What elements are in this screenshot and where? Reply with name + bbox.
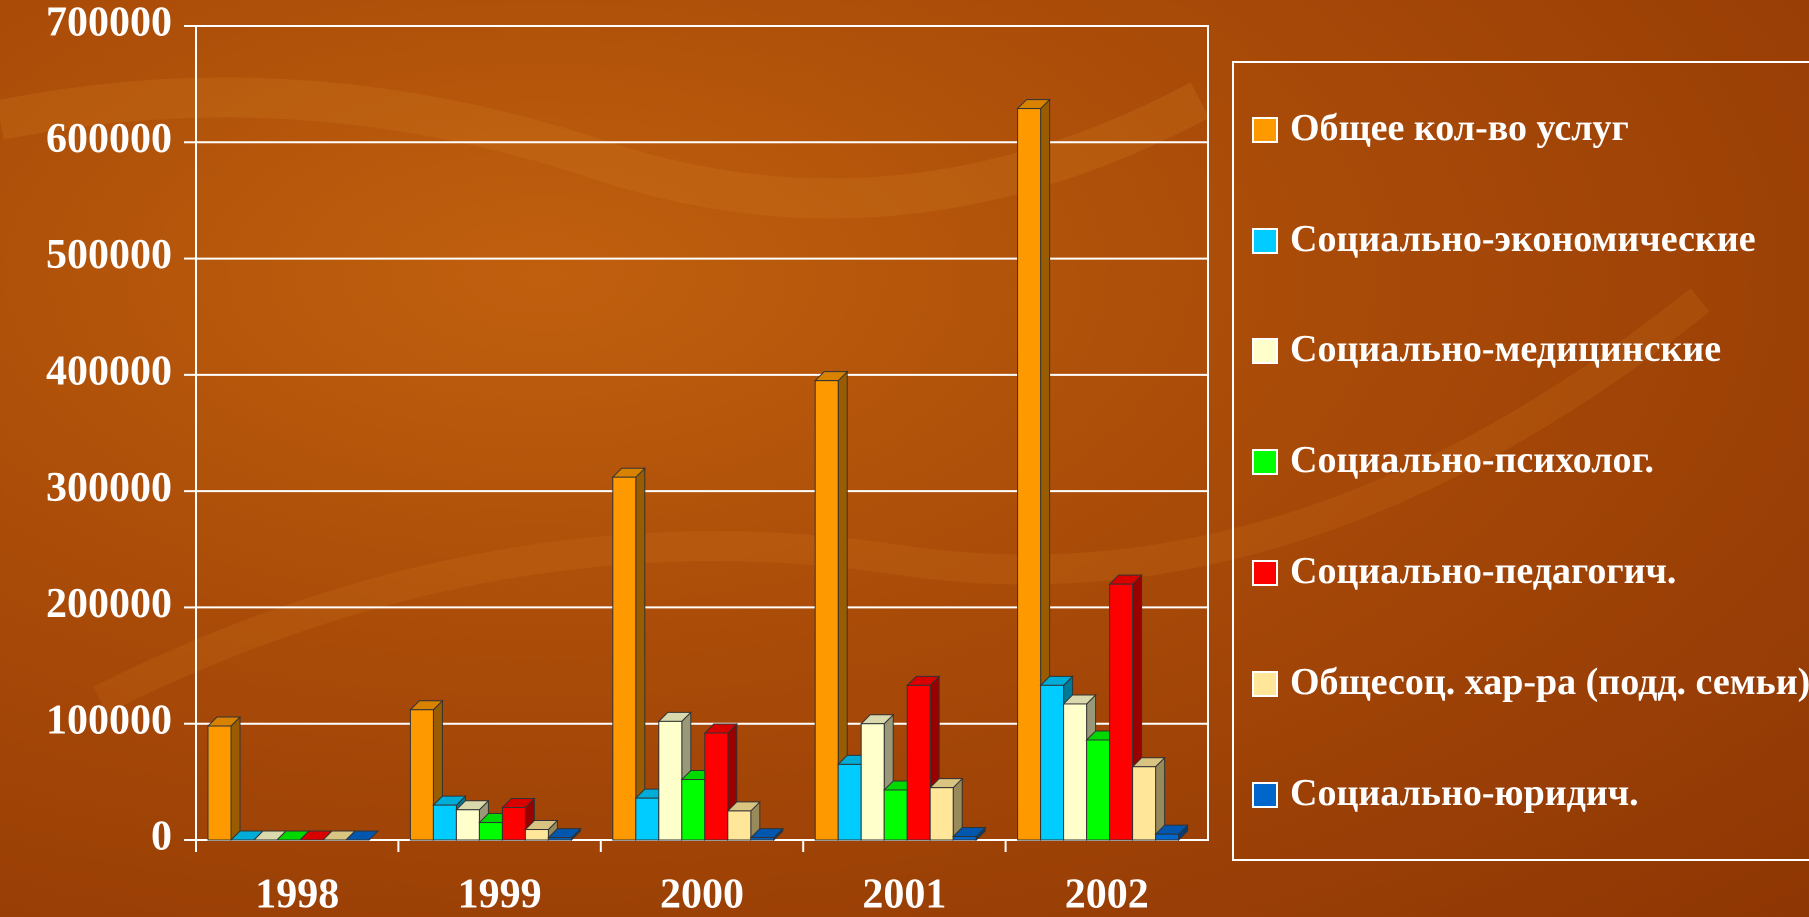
legend-swatch (1252, 338, 1278, 364)
legend-swatch (1252, 782, 1278, 808)
bar (953, 837, 976, 840)
bar (636, 798, 659, 840)
legend-item: Социально-экономические (1252, 216, 1809, 264)
bar (884, 790, 907, 840)
page: 0 100000 200000 300000 400000 500000 600000 700… (0, 0, 1809, 917)
y-tick-label: 500000 (46, 232, 172, 278)
bar (525, 830, 548, 840)
bar-side (231, 717, 240, 840)
bar-side (636, 468, 645, 840)
bar (930, 788, 953, 840)
bar (208, 726, 231, 840)
legend-item: Общее кол-во услуг (1252, 105, 1809, 153)
legend-swatch (1252, 449, 1278, 475)
y-tick-label: 300000 (46, 465, 172, 511)
legend-item: Социально-медицинские (1252, 326, 1809, 374)
bar (751, 838, 774, 840)
bar (1064, 704, 1087, 840)
bar (861, 724, 884, 840)
bar (502, 807, 525, 840)
bar (838, 764, 861, 840)
y-tick-label: 0 (151, 814, 172, 860)
legend-label: Общее кол-во услуг (1290, 105, 1629, 153)
bar (1041, 685, 1064, 840)
bar (907, 685, 930, 840)
x-tick-label: 2001 (862, 872, 946, 917)
x-tick-label: 1999 (458, 872, 542, 917)
y-tick-label: 400000 (46, 348, 172, 394)
legend-swatch (1252, 228, 1278, 254)
bar (1156, 834, 1179, 840)
bar (1133, 767, 1156, 840)
bar (1087, 740, 1110, 840)
legend: Общее кол-во услуг Социально-экономически… (1232, 61, 1809, 861)
y-tick-label: 700000 (46, 0, 172, 46)
bar (682, 780, 705, 840)
bar (433, 805, 456, 840)
bar (456, 810, 479, 840)
x-tick-label: 1998 (255, 872, 339, 917)
bar (410, 710, 433, 840)
legend-label: Социально-педагогич. (1290, 548, 1676, 596)
bar (613, 477, 636, 840)
bar (659, 721, 682, 840)
y-tick-label: 100000 (46, 697, 172, 743)
bar (1110, 584, 1133, 840)
legend-swatch (1252, 117, 1278, 143)
bar (728, 811, 751, 840)
legend-item: Социально-психолог. (1252, 437, 1809, 485)
y-tick-label: 200000 (46, 581, 172, 627)
legend-item: Общесоц. хар-ра (подд. семьи) (1252, 659, 1809, 707)
bar (1018, 109, 1041, 840)
y-tick-label: 600000 (46, 116, 172, 162)
legend-swatch (1252, 671, 1278, 697)
bar (815, 381, 838, 840)
legend-swatch (1252, 560, 1278, 586)
legend-label: Социально-психолог. (1290, 437, 1654, 485)
legend-label: Социально-юридич. (1290, 770, 1639, 818)
legend-item: Социально-юридич. (1252, 770, 1809, 818)
bar (705, 733, 728, 840)
legend-item: Социально-педагогич. (1252, 548, 1809, 596)
bar (479, 823, 502, 840)
legend-label: Общесоц. хар-ра (подд. семьи) (1290, 659, 1809, 707)
bar (548, 838, 571, 840)
x-tick-label: 2002 (1065, 872, 1149, 917)
legend-label: Социально-медицинские (1290, 326, 1721, 374)
legend-label: Социально-экономические (1290, 216, 1756, 264)
x-tick-label: 2000 (660, 872, 744, 917)
